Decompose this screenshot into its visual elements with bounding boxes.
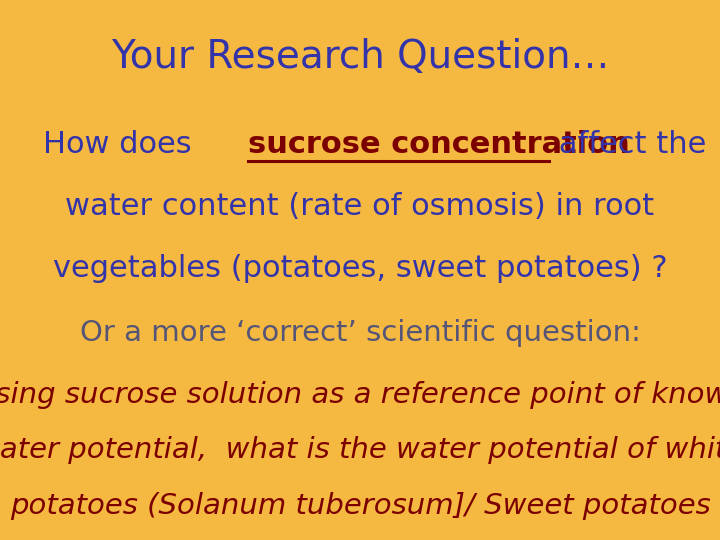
Text: water content (rate of osmosis) in root: water content (rate of osmosis) in root [66,192,654,221]
Text: water potential,  what is the water potential of white: water potential, what is the water poten… [0,436,720,464]
Text: vegetables (potatoes, sweet potatoes) ?: vegetables (potatoes, sweet potatoes) ? [53,254,667,283]
Text: sucrose concentration: sucrose concentration [248,130,630,159]
Text: affect the: affect the [549,130,706,159]
Text: Or a more ‘correct’ scientific question:: Or a more ‘correct’ scientific question: [80,319,640,347]
Text: How does: How does [43,130,202,159]
Text: Using sucrose solution as a reference point of known: Using sucrose solution as a reference po… [0,381,720,409]
Text: potatoes (Solanum tuberosum]/ Sweet potatoes: potatoes (Solanum tuberosum]/ Sweet pota… [9,492,711,520]
Text: Your Research Question…: Your Research Question… [111,38,609,76]
